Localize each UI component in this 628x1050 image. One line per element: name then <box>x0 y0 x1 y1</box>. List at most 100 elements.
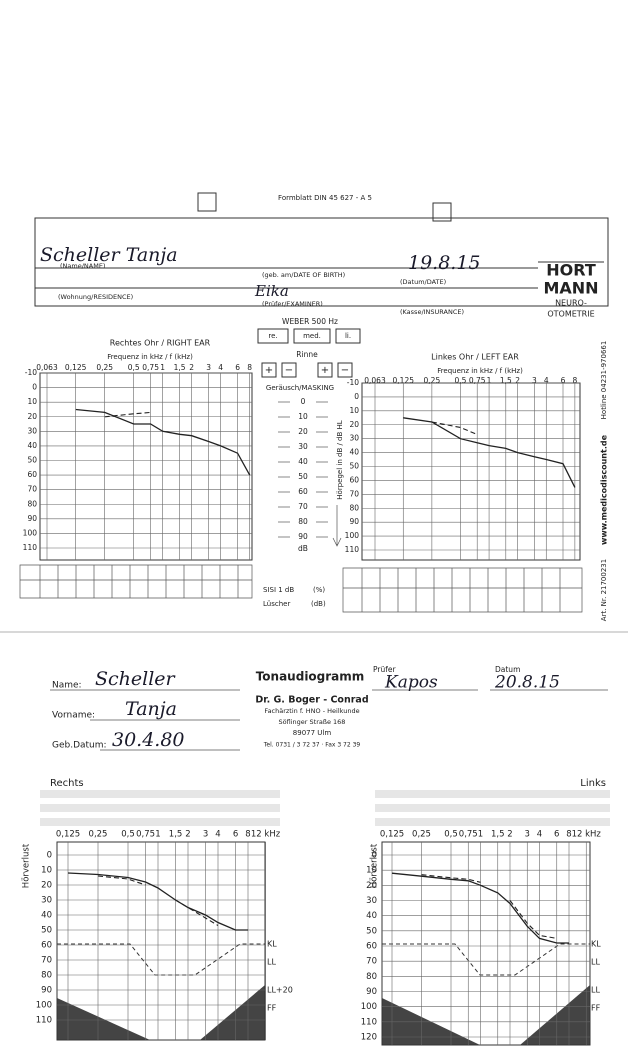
side-title: Rechts <box>50 778 84 789</box>
logo: MANN <box>543 279 598 298</box>
level-label: 50 <box>41 926 52 936</box>
frequency-label: 8 <box>247 363 252 372</box>
patient-name: Scheller <box>95 668 177 690</box>
masking-scale: 50 <box>298 472 308 481</box>
line-label: FF <box>591 1004 601 1013</box>
bone-conduction-curve <box>421 874 557 939</box>
level-label: 110 <box>361 1017 377 1027</box>
level-label: 80 <box>41 971 52 981</box>
level-label: 30 <box>41 896 52 906</box>
frequency-label: 12 kHz <box>251 830 281 840</box>
frequency-label: 0,25 <box>424 376 441 385</box>
logo: HORT <box>546 261 596 280</box>
frequency-label: 2 <box>185 830 190 840</box>
bone-conduction-curve <box>97 875 219 926</box>
frequency-label: 6 <box>233 830 238 840</box>
level-label: 60 <box>349 475 359 484</box>
reference-curve <box>382 943 590 976</box>
field-label: Name: <box>52 681 82 691</box>
frequency-label: 4 <box>215 830 220 840</box>
frequency-label: 8 <box>572 376 577 385</box>
air-conduction-curve <box>403 417 576 488</box>
line-label: KL <box>591 940 601 949</box>
level-label: -10 <box>347 378 359 387</box>
frequency-label: 12 kHz <box>572 830 602 840</box>
sign-box <box>261 362 277 378</box>
frequency-label: 1,5 <box>169 830 183 840</box>
rinne-sign: + <box>321 365 329 376</box>
field-label: (Name/NAME) <box>60 262 105 270</box>
masking-scale: 70 <box>298 502 308 511</box>
practice-info: Tel. 0731 / 3 72 37 · Fax 3 72 39 <box>263 742 361 749</box>
masking-scale: 60 <box>298 487 308 496</box>
frequency-label: 0,063 <box>36 363 58 372</box>
level-label: 30 <box>349 434 359 443</box>
axis-label: Hörpegel in dB / dB HL <box>336 420 344 499</box>
grid-frame <box>56 841 266 1041</box>
practice-info: 89077 Ulm <box>293 729 332 737</box>
axis-label: Hörverlust <box>370 843 380 888</box>
frequency-label: 0,5 <box>455 376 467 385</box>
level-label: 110 <box>345 545 360 554</box>
bone-conduction-curve <box>104 411 151 418</box>
level-label: 80 <box>366 972 377 982</box>
exam-date: 19.8.15 <box>408 252 481 274</box>
frequency-label: 0,75 <box>469 376 486 385</box>
level-label: 0 <box>372 851 377 861</box>
level-label: 10 <box>41 866 52 876</box>
patient-name: Scheller Tanja <box>40 244 178 266</box>
weber-option: med. <box>303 332 321 340</box>
frequency-label: 1 <box>155 830 160 840</box>
practice-info: Fachärztin f. HNO - Heilkunde <box>264 707 359 715</box>
luescher-label: Lüscher <box>263 600 290 608</box>
frequency-label: 2 <box>189 363 194 372</box>
frequency-label: 0,125 <box>380 830 404 840</box>
frequency-label: 1 <box>487 376 492 385</box>
level-label: 80 <box>349 503 359 512</box>
frequency-label: 0,25 <box>96 363 113 372</box>
result-table <box>342 567 583 613</box>
level-label: 100 <box>23 528 38 537</box>
level-label: 60 <box>41 941 52 951</box>
checkbox <box>197 192 217 212</box>
frequency-label: 0,25 <box>412 830 431 840</box>
frequency-label: 0,75 <box>459 830 478 840</box>
ff-area <box>520 985 590 1045</box>
level-label: 0 <box>32 383 37 392</box>
rinne-sign: + <box>265 365 273 376</box>
header-box <box>34 217 609 307</box>
field-label: (Kasse/INSURANCE) <box>400 308 464 316</box>
masking-title: Geräusch/MASKING <box>266 384 334 392</box>
frequency-label: 8 <box>566 830 571 840</box>
level-label: 70 <box>41 956 52 966</box>
frequency-label: 6 <box>561 376 566 385</box>
level-label: 40 <box>366 911 377 921</box>
air-conduction-curve <box>391 872 569 944</box>
level-label: 90 <box>366 987 377 997</box>
logo: OTOMETRIE <box>547 310 594 319</box>
side-text: Art. Nr. 21700231 <box>600 559 608 621</box>
level-label: 40 <box>349 448 359 457</box>
level-label: 70 <box>27 485 37 494</box>
level-label: 110 <box>36 1016 52 1026</box>
frequency-label: 0,5 <box>128 363 140 372</box>
line-label: KL <box>267 940 277 949</box>
frequency-label: 0,25 <box>89 830 108 840</box>
frequency-label: 4 <box>218 363 223 372</box>
examiner: Eika <box>254 282 289 300</box>
field-underline <box>50 689 608 751</box>
level-label: 120 <box>361 1033 377 1043</box>
patient-first-name: Tanja <box>125 698 177 720</box>
frequency-label: 1 <box>160 363 165 372</box>
sign-box <box>317 362 333 378</box>
gray-bands <box>40 790 610 826</box>
result-table <box>19 564 253 599</box>
level-label: 70 <box>366 957 377 967</box>
reference-curve <box>57 943 265 976</box>
level-label: 20 <box>27 412 37 421</box>
level-label: 100 <box>361 1002 377 1012</box>
masking-unit: dB <box>298 544 308 553</box>
line-label: FF <box>267 1004 277 1013</box>
